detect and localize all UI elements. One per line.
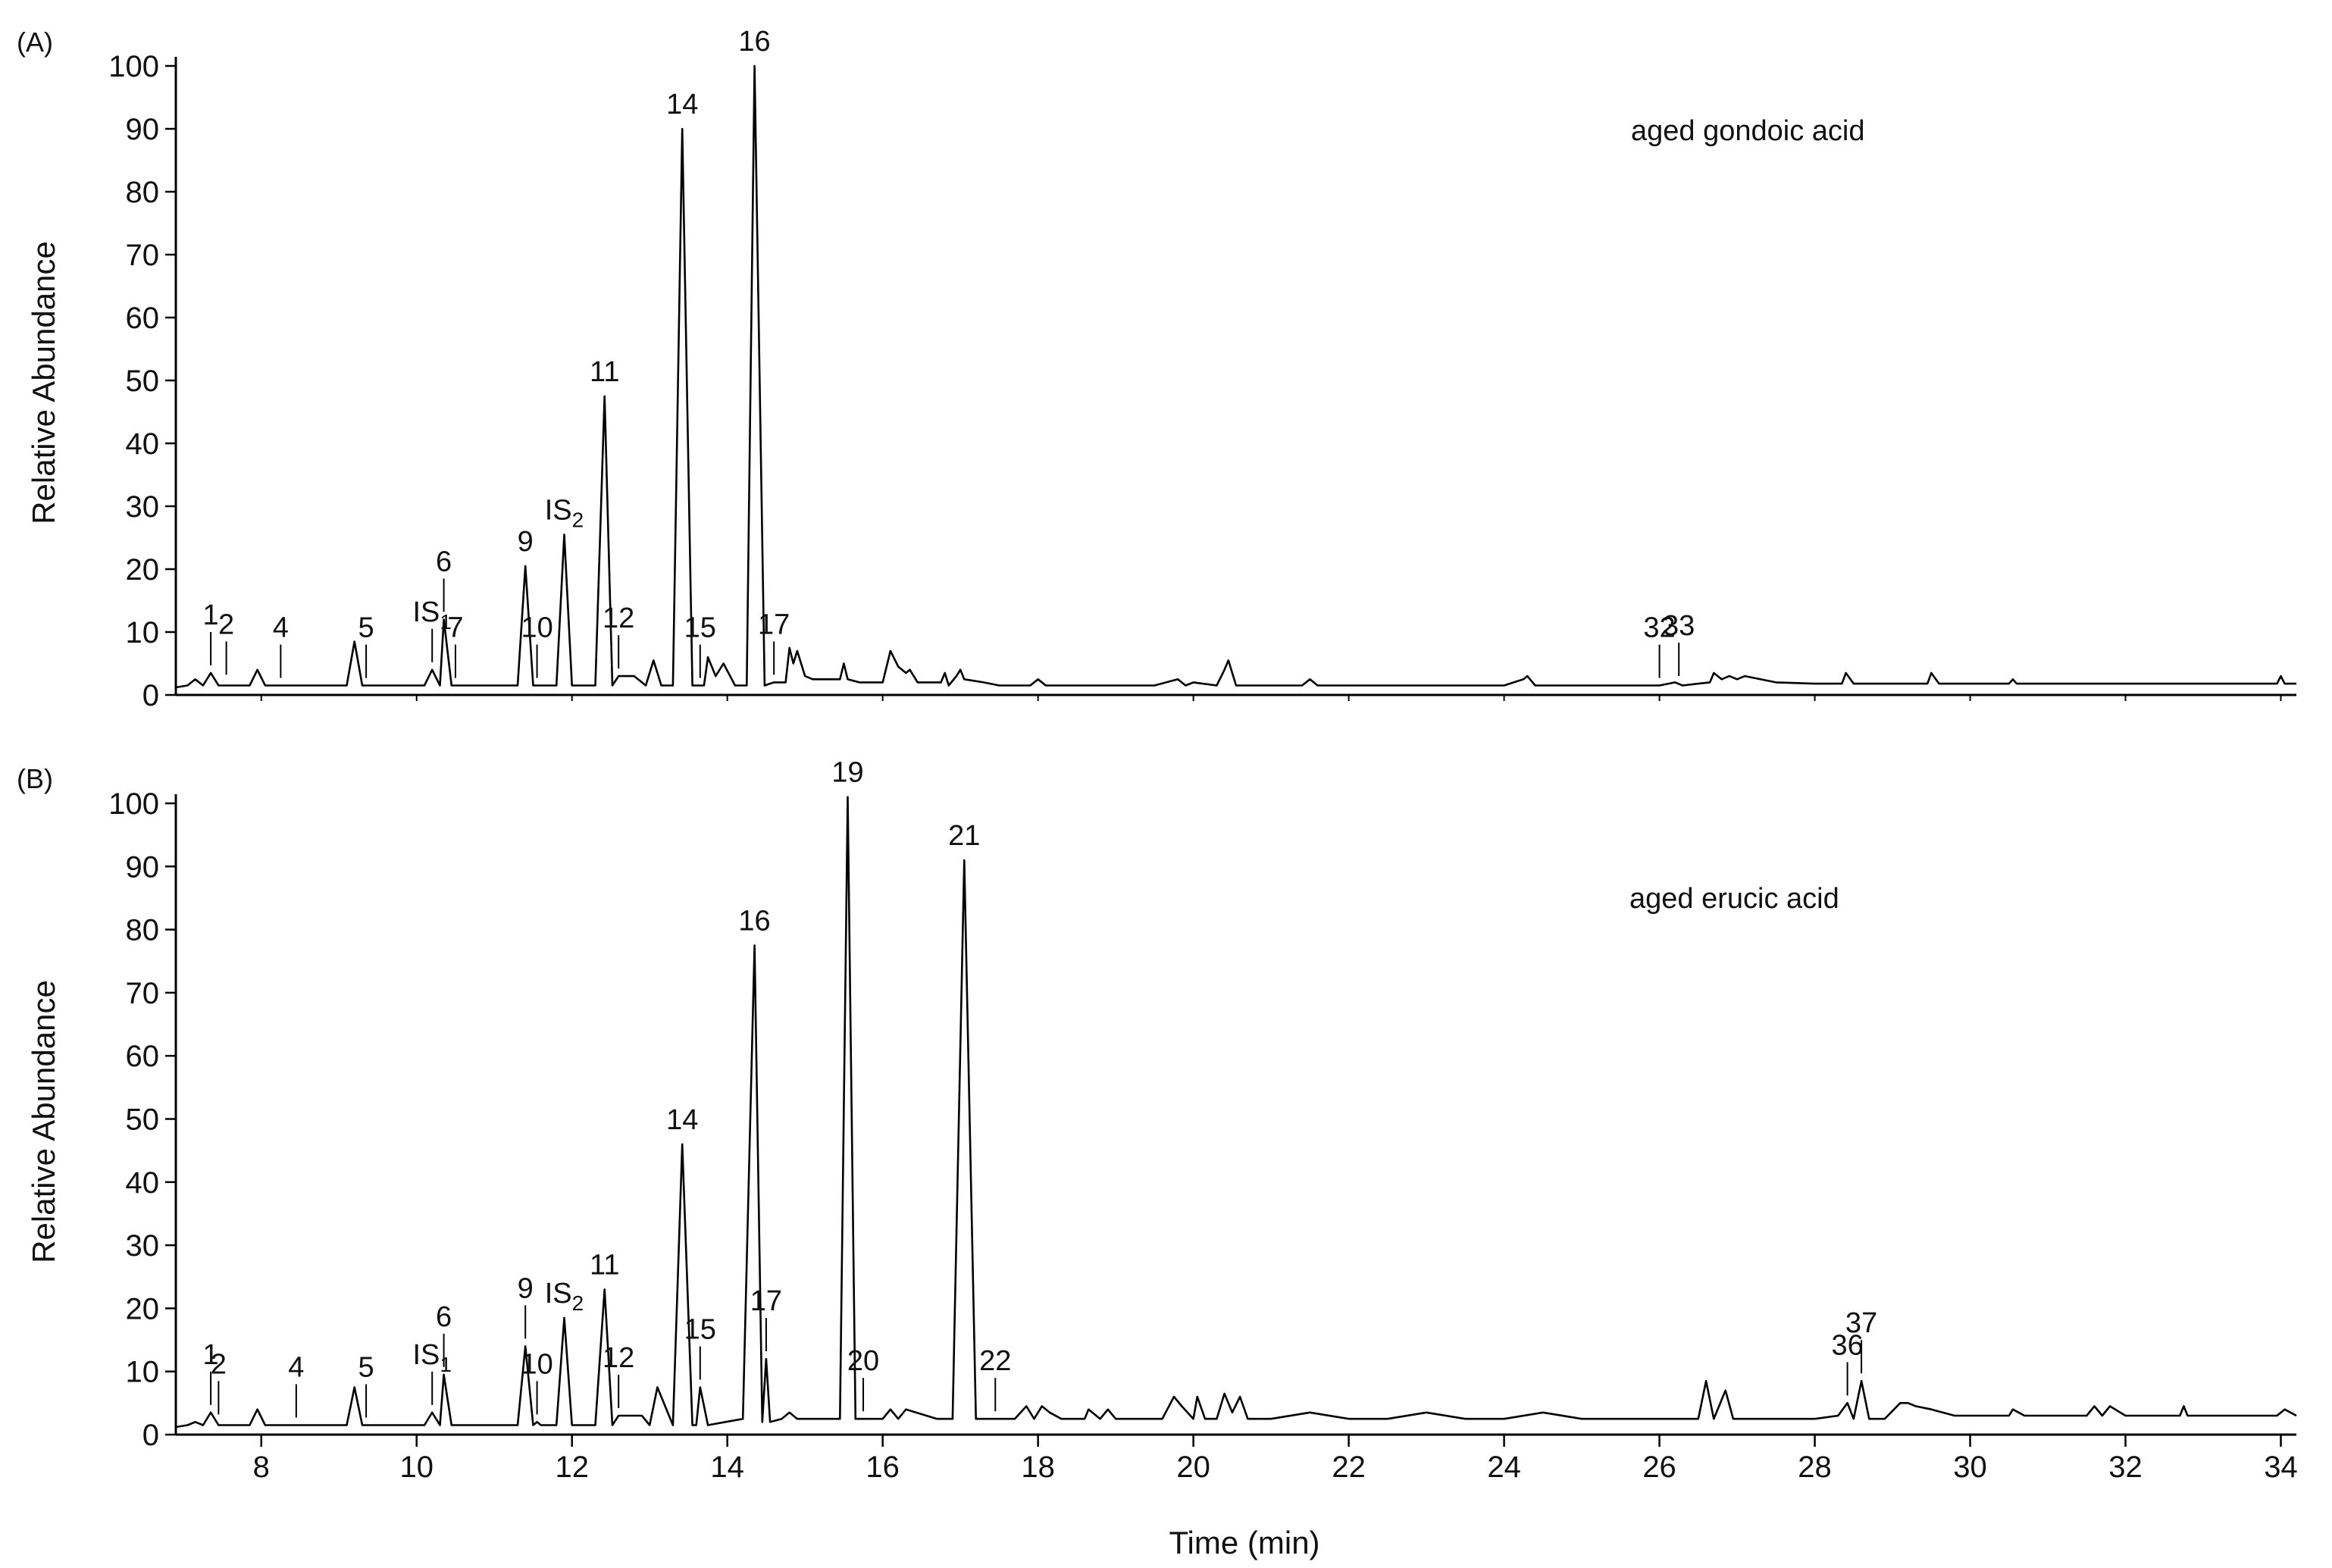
panel-b-y-tick-label: 80 [126,914,160,947]
panel-b-peak-label: 6 [436,1301,452,1333]
panel-b-peak-label: 11 [590,1249,619,1281]
panel-b-x-tick-label: 34 [2264,1451,2298,1484]
panel-b-peak-label: IS1 [412,1339,451,1376]
panel-b: (B) aged erucic acid Relative Abundance … [17,757,2298,1560]
x-axis-label: Time (min) [1169,1525,1319,1560]
panel-b-peak-label: 22 [979,1345,1011,1377]
panel-b-peak-label: 1 [203,1339,219,1371]
panel-a-y-tick-label: 70 [126,239,160,272]
panel-b-y-tick-label: 100 [108,787,159,821]
panel-b-peak-label: 9 [518,1272,534,1304]
panel-a-peak-label: 16 [738,26,770,58]
panel-b-y-axis-label: Relative Abundance [26,980,61,1263]
panel-b-x-tick-label: 24 [1487,1451,1521,1484]
panel-a-label: (A) [17,27,53,58]
panel-a-y-tick-label: 80 [126,176,160,209]
panel-a-peak-label: 11 [590,356,619,388]
panel-a-y-tick-label: 50 [126,365,160,398]
panel-b-peak-label: 16 [738,905,770,937]
panel-b-x-tick-label: 8 [253,1451,270,1484]
panel-b-x-tick-label: 18 [1021,1451,1055,1484]
panel-b-peak-label: 4 [288,1352,304,1384]
panel-b-x-tick-label: 20 [1176,1451,1210,1484]
panel-b-x-tick-label: 26 [1642,1451,1676,1484]
panel-a-y-tick-label: 10 [126,616,160,649]
panel-a-peak-label: 32 [1643,612,1675,644]
panel-b-x-tick-label: 10 [399,1451,434,1484]
panel-a-peak-label: 15 [684,612,716,644]
panel-b-peak-label: 14 [666,1104,698,1136]
panel-a-peak-label: 17 [758,609,790,640]
panel-a-peak-label: 7 [447,612,463,644]
panel-b-x-tick-label: 16 [866,1451,900,1484]
panel-b-y-tick-label: 50 [126,1103,160,1137]
panel-b-peak-label: 20 [847,1345,879,1377]
panel-b-peak-label: 12 [603,1342,634,1374]
panel-a-peak-label: 14 [666,89,698,120]
panel-a-annotation: aged gondoic acid [1631,115,1864,147]
panel-a-y-tick-label: 90 [126,113,160,146]
panel-b-y-tick-label: 70 [126,977,160,1010]
panel-b-y-tick-label: 90 [126,850,160,884]
panel-b-chromatogram-trace [175,796,2297,1429]
panel-a-y-tick-label: 60 [126,302,160,335]
panel-a-peak-label: 5 [358,612,374,644]
panel-b-peak-label: 17 [750,1285,782,1317]
panel-b-peak-label: 5 [358,1352,374,1384]
panel-b-peak-label: 37 [1845,1307,1877,1339]
panel-a-peak-label: 6 [436,546,452,577]
panel-b-y-tick-label: 30 [126,1229,160,1263]
panel-a-y-tick-label: 20 [126,553,160,587]
panel-a-y-tick-label: 100 [108,50,159,83]
panel-b-y-tick-label: 40 [126,1166,160,1200]
panel-b-peak-label: 19 [831,757,863,789]
panel-b-annotation: aged erucic acid [1629,883,1839,915]
panel-b-peak-label: 2 [211,1348,227,1380]
panel-a-peak-label: 12 [603,602,634,634]
panel-a-y-tick-label: 40 [126,427,160,461]
panel-a-peak-label: 1 [203,599,219,631]
panel-a-peak-label: 33 [1663,610,1695,642]
panel-b-peak-label: 10 [521,1348,552,1380]
panel-b-x-tick-label: 30 [1953,1451,1987,1484]
panel-a: (A) aged gondoic acid Relative Abundance… [17,26,2296,712]
panel-b-y-tick-label: 10 [126,1356,160,1389]
panel-a-y-tick-label: 0 [142,679,159,712]
panel-b-y-tick-label: 0 [142,1419,159,1452]
panel-b-y-tick-label: 20 [126,1292,160,1325]
panel-a-y-tick-label: 30 [126,490,160,524]
panel-b-peak-label: 36 [1831,1329,1863,1361]
panel-b-x-tick-label: 12 [555,1451,589,1484]
panel-a-peak-label: 2 [218,609,234,640]
panel-b-peak-label: IS2 [545,1278,584,1315]
panel-b-x-tick-label: 32 [2108,1451,2143,1484]
panel-b-x-tick-label: 28 [1798,1451,1832,1484]
panel-b-label: (B) [17,763,53,794]
panel-a-y-axis-label: Relative Abundance [26,241,61,524]
panel-b-x-tick-label: 14 [710,1451,744,1484]
panel-a-peak-label: 10 [521,612,552,644]
panel-b-x-tick-label: 22 [1332,1451,1366,1484]
panel-a-peak-label: IS1 [412,596,451,634]
panel-a-peak-label: 9 [518,526,534,558]
panel-b-peak-label: 21 [948,820,980,852]
panel-a-peak-label: IS2 [545,494,584,531]
panel-a-peak-label: 4 [273,612,289,644]
panel-b-y-tick-label: 60 [126,1040,160,1073]
panel-b-peak-label: 15 [684,1314,716,1346]
panel-a-chromatogram-trace [175,64,2296,689]
